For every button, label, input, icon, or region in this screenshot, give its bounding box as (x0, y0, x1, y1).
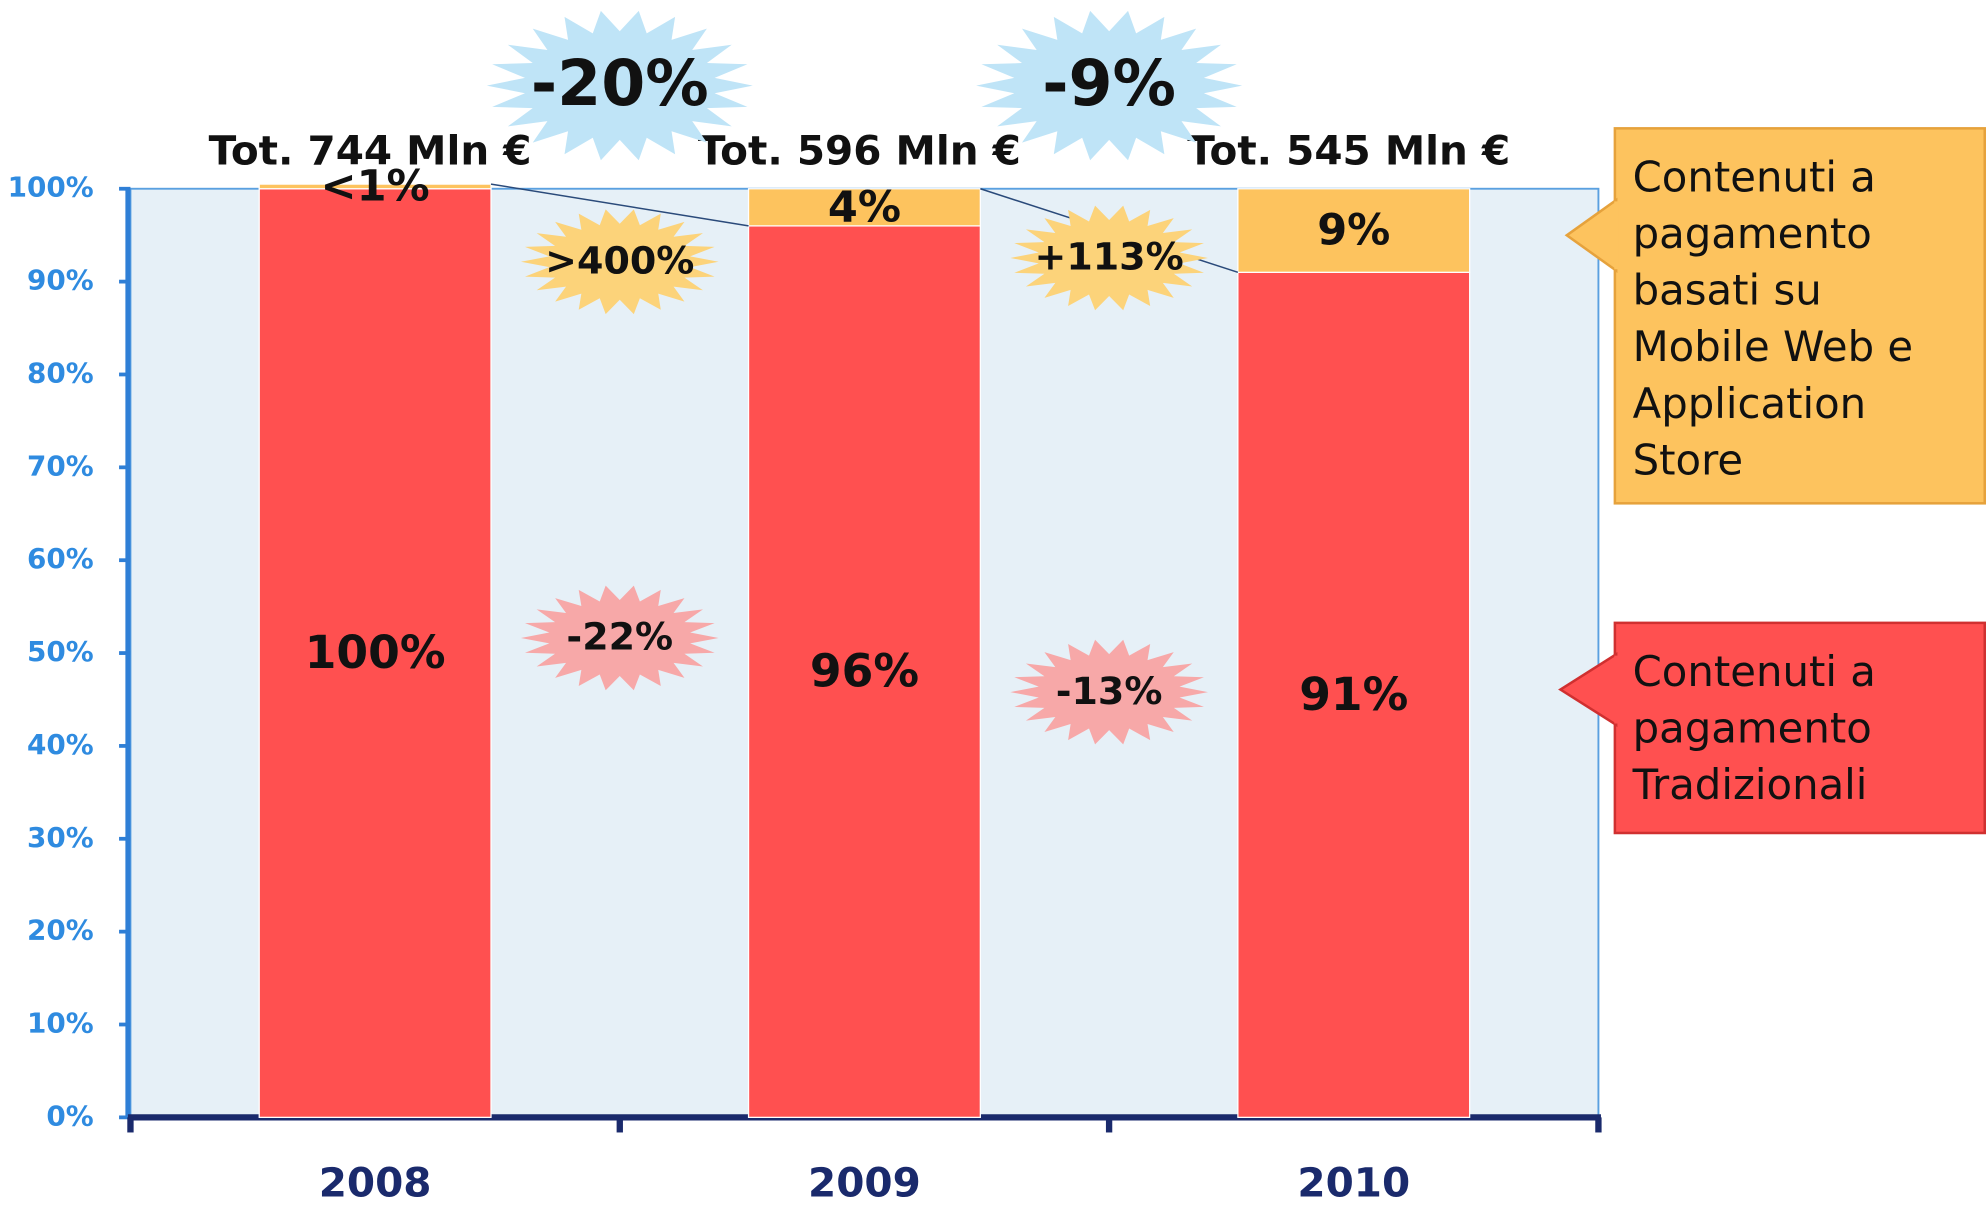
data-label: 96% (810, 645, 919, 698)
total-change: -20% (531, 46, 709, 120)
legend-entry: Contenuti a pagamento Tradizionali (1632, 646, 1876, 810)
legend-box (1613, 127, 1986, 505)
segment-change-burst (1010, 205, 1208, 311)
segment-change: +113% (1035, 235, 1184, 279)
segment-change-burst (520, 585, 719, 691)
y-tick-label: 40% (27, 728, 94, 761)
y-tick-label: 10% (27, 1007, 94, 1040)
bar-segment (747, 188, 981, 227)
total-label: Tot. 744 Mln € (209, 128, 532, 175)
y-tick-label: 70% (27, 449, 94, 482)
y-tick-label: 0% (46, 1099, 93, 1132)
total-change: -9% (1042, 46, 1176, 120)
x-tick-label: 2008 (319, 1159, 432, 1206)
data-label: 4% (828, 182, 901, 232)
y-tick-label: 50% (27, 635, 94, 668)
legend-box (1613, 621, 1986, 835)
y-tick-label: 30% (27, 821, 94, 854)
bar-segment (258, 183, 492, 190)
y-tick-label: 100% (8, 171, 94, 204)
y-tick-label: 80% (27, 357, 94, 390)
x-tick-label: 2010 (1297, 1159, 1410, 1206)
change-burst (486, 10, 753, 161)
legend-entry: Contenuti a pagamento basati su Mobile W… (1632, 152, 1914, 485)
bar-segment (258, 188, 492, 1118)
data-label: <1% (321, 162, 430, 212)
y-tick-label: 20% (27, 914, 94, 947)
legend-label: Contenuti a pagamento basati su Mobile W… (1632, 152, 1914, 485)
bar-segment (747, 225, 981, 1118)
change-burst (976, 10, 1243, 161)
total-label: Tot. 596 Mln € (698, 128, 1021, 175)
segment-change: -22% (566, 615, 673, 659)
segment-change: -13% (1056, 669, 1163, 713)
data-label: 91% (1299, 668, 1408, 721)
x-tick-label: 2009 (808, 1159, 921, 1206)
bar-segment (1237, 271, 1471, 1118)
total-label: Tot. 545 Mln € (1187, 128, 1510, 175)
data-label: 100% (305, 626, 446, 679)
connector (490, 183, 749, 227)
bar-segment (1237, 188, 1471, 273)
segment-change-burst (1010, 639, 1208, 745)
y-tick-label: 60% (27, 542, 94, 575)
y-tick-label: 90% (27, 264, 94, 297)
data-label: 9% (1317, 206, 1390, 256)
segment-change-burst (520, 209, 719, 315)
segment-change: >400% (545, 239, 694, 283)
legend-label: Contenuti a pagamento Tradizionali (1632, 646, 1876, 810)
